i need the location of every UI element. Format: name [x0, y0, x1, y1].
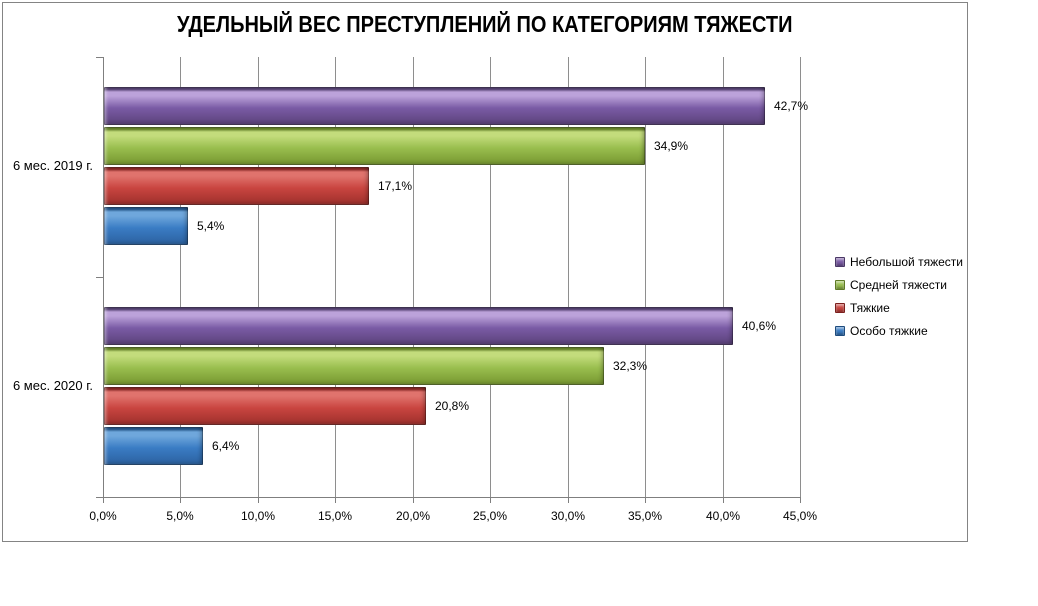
x-tick-label: 15,0% — [317, 509, 353, 523]
bar-value-label: 20,8% — [435, 399, 470, 413]
gridline — [568, 57, 569, 497]
gridline — [258, 57, 259, 497]
category-axis-labels: 6 мес. 2019 г. 6 мес. 2020 г. — [0, 0, 100, 606]
x-axis-tick — [645, 497, 646, 503]
category-label: 6 мес. 2019 г. — [12, 158, 93, 173]
x-axis-tick — [413, 497, 414, 503]
bar — [104, 127, 645, 165]
x-axis-labels: 0,0% 5,0% 10,0% 15,0% 20,0% 25,0% 30,0% 35,0% 40… — [0, 509, 1038, 525]
legend-label: Тяжкие — [850, 300, 890, 315]
legend-label: Средней тяжести — [850, 277, 947, 292]
bar — [104, 167, 369, 205]
bar-value-label: 5,4% — [197, 219, 225, 233]
gridline — [180, 57, 181, 497]
x-axis-tick — [180, 497, 181, 503]
chart-title: УДЕЛЬНЫЙ ВЕС ПРЕСТУПЛЕНИЙ ПО КАТЕГОРИЯМ … — [2, 11, 968, 38]
bar — [104, 87, 765, 125]
bar-value-label: 32,3% — [613, 359, 648, 373]
bar — [104, 207, 188, 245]
bar-value-label: 40,6% — [742, 319, 777, 333]
x-tick-label: 5,0% — [166, 509, 194, 523]
x-tick-label: 0,0% — [89, 509, 117, 523]
gridline — [723, 57, 724, 497]
gridline — [413, 57, 414, 497]
bar-value-label: 34,9% — [654, 139, 689, 153]
bar-value-label: 17,1% — [378, 179, 413, 193]
gridline — [490, 57, 491, 497]
bar-value-label: 6,4% — [212, 439, 240, 453]
legend: Небольшой тяжести Средней тяжести Тяжкие Ос… — [835, 250, 963, 342]
y-axis-line — [103, 57, 104, 498]
legend-item: Небольшой тяжести — [835, 250, 963, 273]
x-axis-tick — [568, 497, 569, 503]
gridline — [335, 57, 336, 497]
x-axis-tick — [490, 497, 491, 503]
legend-swatch — [835, 279, 845, 290]
x-tick-label: 10,0% — [240, 509, 276, 523]
y-axis-tick — [96, 277, 103, 278]
x-tick-label: 45,0% — [782, 509, 818, 523]
x-axis-tick — [258, 497, 259, 503]
x-tick-label: 30,0% — [550, 509, 586, 523]
category-label: 6 мес. 2020 г. — [12, 378, 93, 393]
bar — [104, 347, 604, 385]
x-tick-label: 20,0% — [395, 509, 431, 523]
x-tick-label: 40,0% — [705, 509, 741, 523]
x-axis-tick — [103, 497, 104, 503]
y-axis-tick — [96, 57, 103, 58]
plot-area: 42,7% 40,6% 34,9% 32,3% 17,1% 20,8% 5,4% 6,4% — [96, 57, 808, 503]
bar — [104, 307, 733, 345]
gridline — [800, 57, 801, 497]
bar-value-label: 42,7% — [774, 99, 809, 113]
bar — [104, 427, 203, 465]
x-tick-label: 25,0% — [472, 509, 508, 523]
legend-label: Особо тяжкие — [850, 323, 928, 338]
legend-swatch — [835, 256, 845, 267]
x-axis-line — [97, 497, 801, 498]
x-tick-label: 35,0% — [627, 509, 663, 523]
x-axis-tick — [723, 497, 724, 503]
legend-swatch — [835, 325, 845, 336]
legend-label: Небольшой тяжести — [850, 254, 963, 269]
legend-item: Тяжкие — [835, 296, 963, 319]
legend-item: Средней тяжести — [835, 273, 963, 296]
chart-title-text: УДЕЛЬНЫЙ ВЕС ПРЕСТУПЛЕНИЙ ПО КАТЕГОРИЯМ … — [177, 11, 793, 37]
x-axis-tick — [800, 497, 801, 503]
legend-item: Особо тяжкие — [835, 319, 963, 342]
gridline — [645, 57, 646, 497]
legend-swatch — [835, 302, 845, 313]
x-axis-tick — [335, 497, 336, 503]
bar — [104, 387, 426, 425]
